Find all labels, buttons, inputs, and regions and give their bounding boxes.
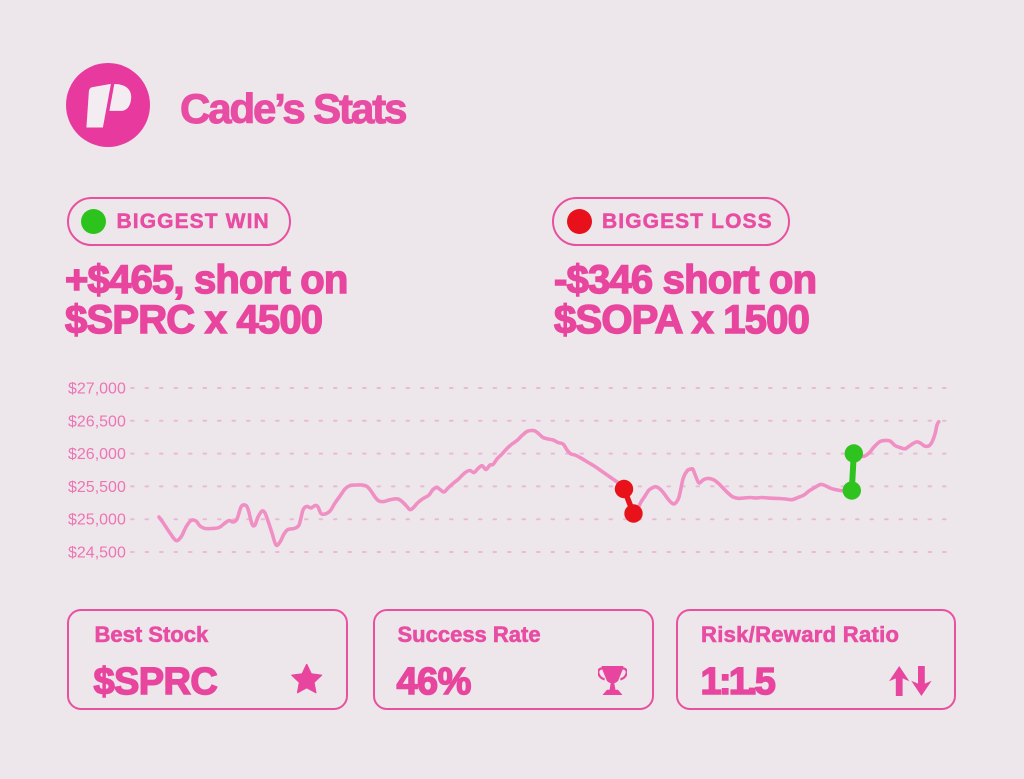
svg-text:$26,000: $26,000 [68, 446, 126, 463]
svg-text:$24,500: $24,500 [68, 545, 126, 562]
svg-text:$25,500: $25,500 [68, 479, 126, 496]
svg-text:$26,500: $26,500 [68, 413, 126, 430]
svg-text:$25,000: $25,000 [68, 512, 126, 529]
svg-text:$27,000: $27,000 [68, 381, 126, 398]
